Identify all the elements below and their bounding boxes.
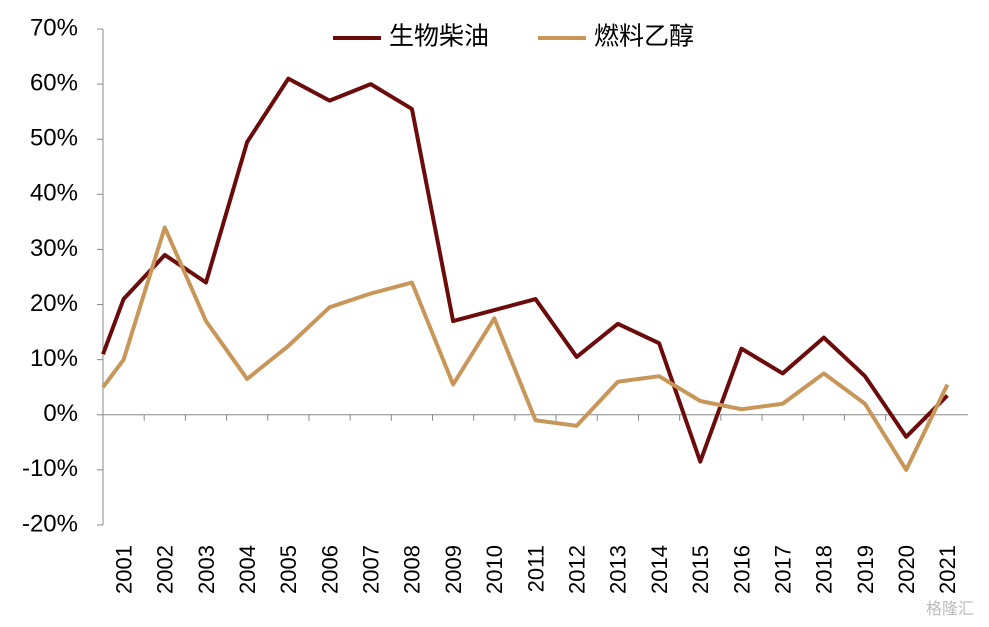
x-tick-label: 2006 [317,545,342,594]
x-tick-label: 2004 [235,545,260,594]
y-tick-label: 60% [30,69,78,96]
x-tick-label: 2020 [894,545,919,594]
series-line [101,76,949,464]
x-tick-label: 2017 [770,545,795,594]
y-tick-label: -20% [22,510,78,537]
x-tick-label: 2008 [400,545,425,594]
x-tick-label: 2021 [935,545,960,594]
x-tick-label: 2013 [606,545,631,594]
x-tick-label: 2019 [853,545,878,594]
y-tick-label: -10% [22,455,78,482]
x-tick-label: 2007 [359,545,384,594]
watermark: 格隆汇 [926,600,974,618]
x-tick-label: 2009 [441,545,466,594]
x-tick-label: 2001 [111,545,136,594]
x-tick-label: 2015 [688,545,713,594]
x-tick-label: 2014 [647,545,672,594]
y-tick-label: 50% [30,125,78,152]
y-tick-label: 40% [30,180,78,207]
x-tick-label: 2011 [523,545,548,592]
legend-label: 燃料乙醇 [594,23,694,51]
x-tick-label: 2018 [812,545,837,594]
legend-label: 生物柴油 [389,23,489,51]
x-tick-label: 2012 [565,545,590,594]
y-tick-label: 70% [30,14,78,41]
y-tick-label: 10% [30,345,78,372]
series-line [101,225,950,472]
y-tick-label: 20% [30,290,78,317]
x-tick-label: 2003 [194,545,219,594]
x-tick-label: 2016 [729,545,754,594]
x-tick-label: 2002 [153,545,178,594]
x-tick-label: 2005 [276,545,301,594]
y-tick-label: 30% [30,235,78,262]
x-tick-label: 2010 [482,545,507,594]
y-tick-label: 0% [43,400,78,427]
